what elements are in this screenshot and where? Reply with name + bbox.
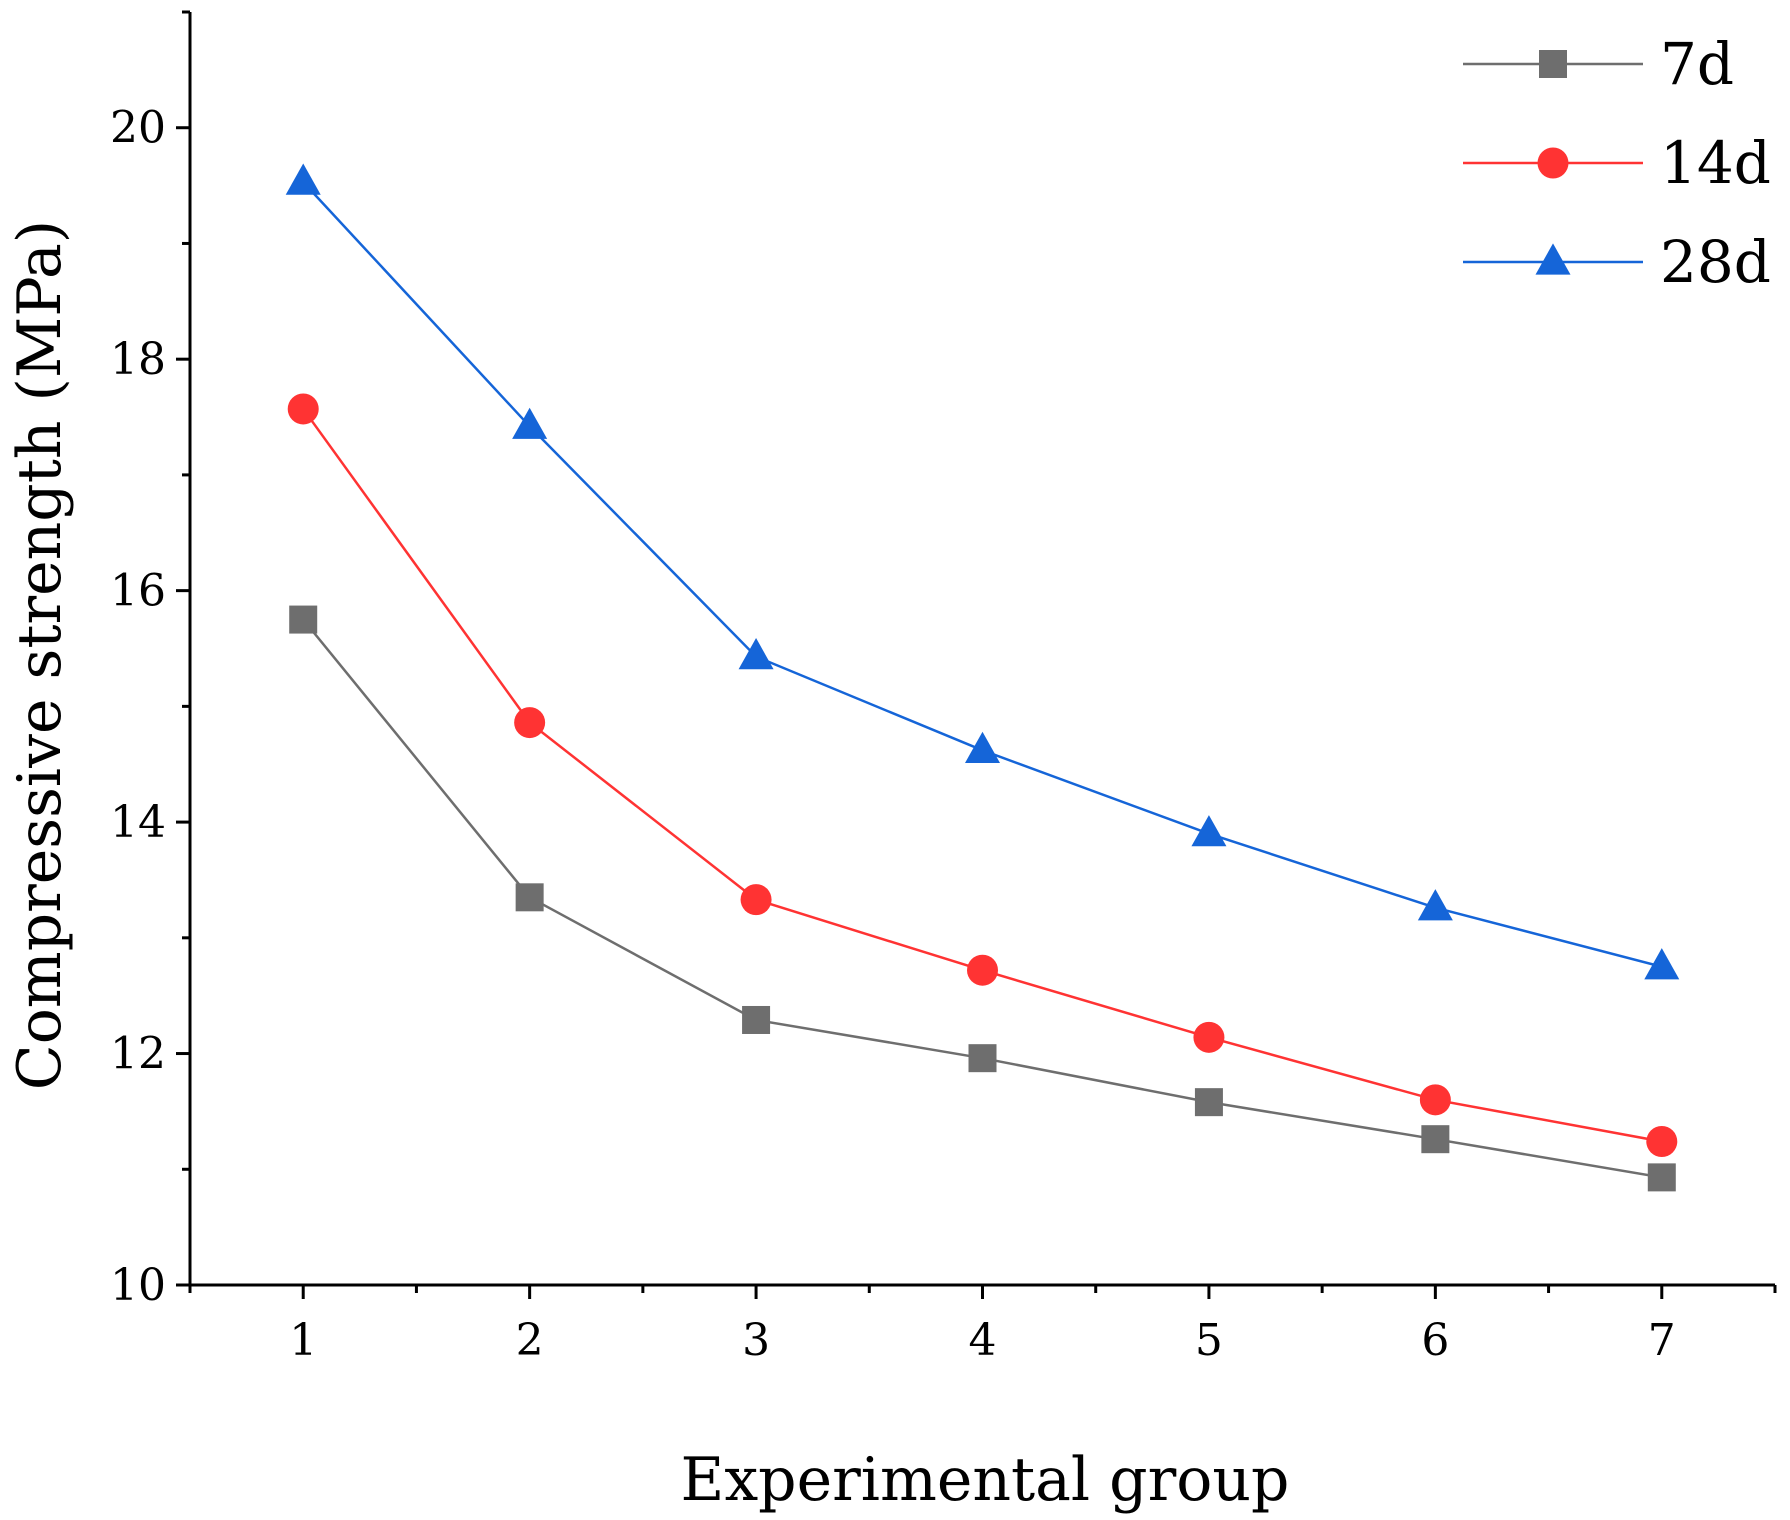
series-14d [287,393,1678,1157]
x-axis-title: Experimental group [681,1445,1290,1515]
data-point-7d [1194,1088,1223,1117]
legend-item-7d: 7d [1463,30,1734,98]
data-point-28d [1191,815,1227,847]
legend-label-28d: 28d [1660,228,1771,296]
y-tick-label: 14 [110,797,166,848]
y-tick-label: 18 [110,334,166,385]
data-point-14d [1193,1021,1225,1053]
x-tick-label: 5 [1195,1315,1223,1366]
data-point-28d [738,638,774,670]
x-tick-label: 2 [516,1315,544,1366]
legend-marker-7d [1539,50,1567,78]
series-line-7d [302,618,1662,1179]
data-point-7d [1647,1163,1676,1192]
legend-item-14d: 14d [1463,129,1771,197]
data-point-28d [1644,948,1680,980]
data-point-14d [967,954,998,986]
data-point-28d [512,407,548,439]
legend-label-7d: 7d [1660,30,1734,98]
y-tick-label: 20 [110,103,166,154]
data-point-28d [1417,889,1453,921]
data-point-14d [1419,1084,1451,1116]
x-tick-label: 3 [742,1315,770,1366]
y-tick-label: 10 [110,1260,166,1311]
data-point-14d [287,393,319,425]
data-point-7d [515,883,544,912]
series-7d [289,605,1676,1192]
data-point-7d [742,1005,771,1034]
y-axis-title: Compressive strength (MPa) [5,220,75,1090]
data-point-28d [965,731,1000,763]
legend-marker-14d [1537,147,1569,179]
y-tick-label: 16 [110,566,166,617]
x-tick-label: 1 [289,1315,317,1366]
legend-label-14d: 14d [1660,129,1771,197]
x-tick-label: 7 [1648,1315,1676,1366]
x-tick-label: 6 [1421,1315,1449,1366]
series-line-28d [302,181,1663,968]
series-layer [285,163,1680,1192]
series-line-14d [302,408,1663,1143]
data-point-7d [968,1044,997,1073]
y-tick-label: 12 [110,1029,166,1080]
legend: 7d 14d 28d [1463,30,1771,296]
data-point-14d [514,707,546,739]
data-point-7d [289,605,318,634]
data-point-28d [285,163,321,195]
data-point-14d [1646,1125,1678,1157]
x-tick-label: 4 [969,1315,997,1366]
legend-marker-28d [1535,243,1571,275]
legend-item-28d: 28d [1463,228,1771,296]
data-point-7d [1421,1125,1450,1154]
data-point-14d [740,884,772,916]
series-28d [285,163,1680,980]
